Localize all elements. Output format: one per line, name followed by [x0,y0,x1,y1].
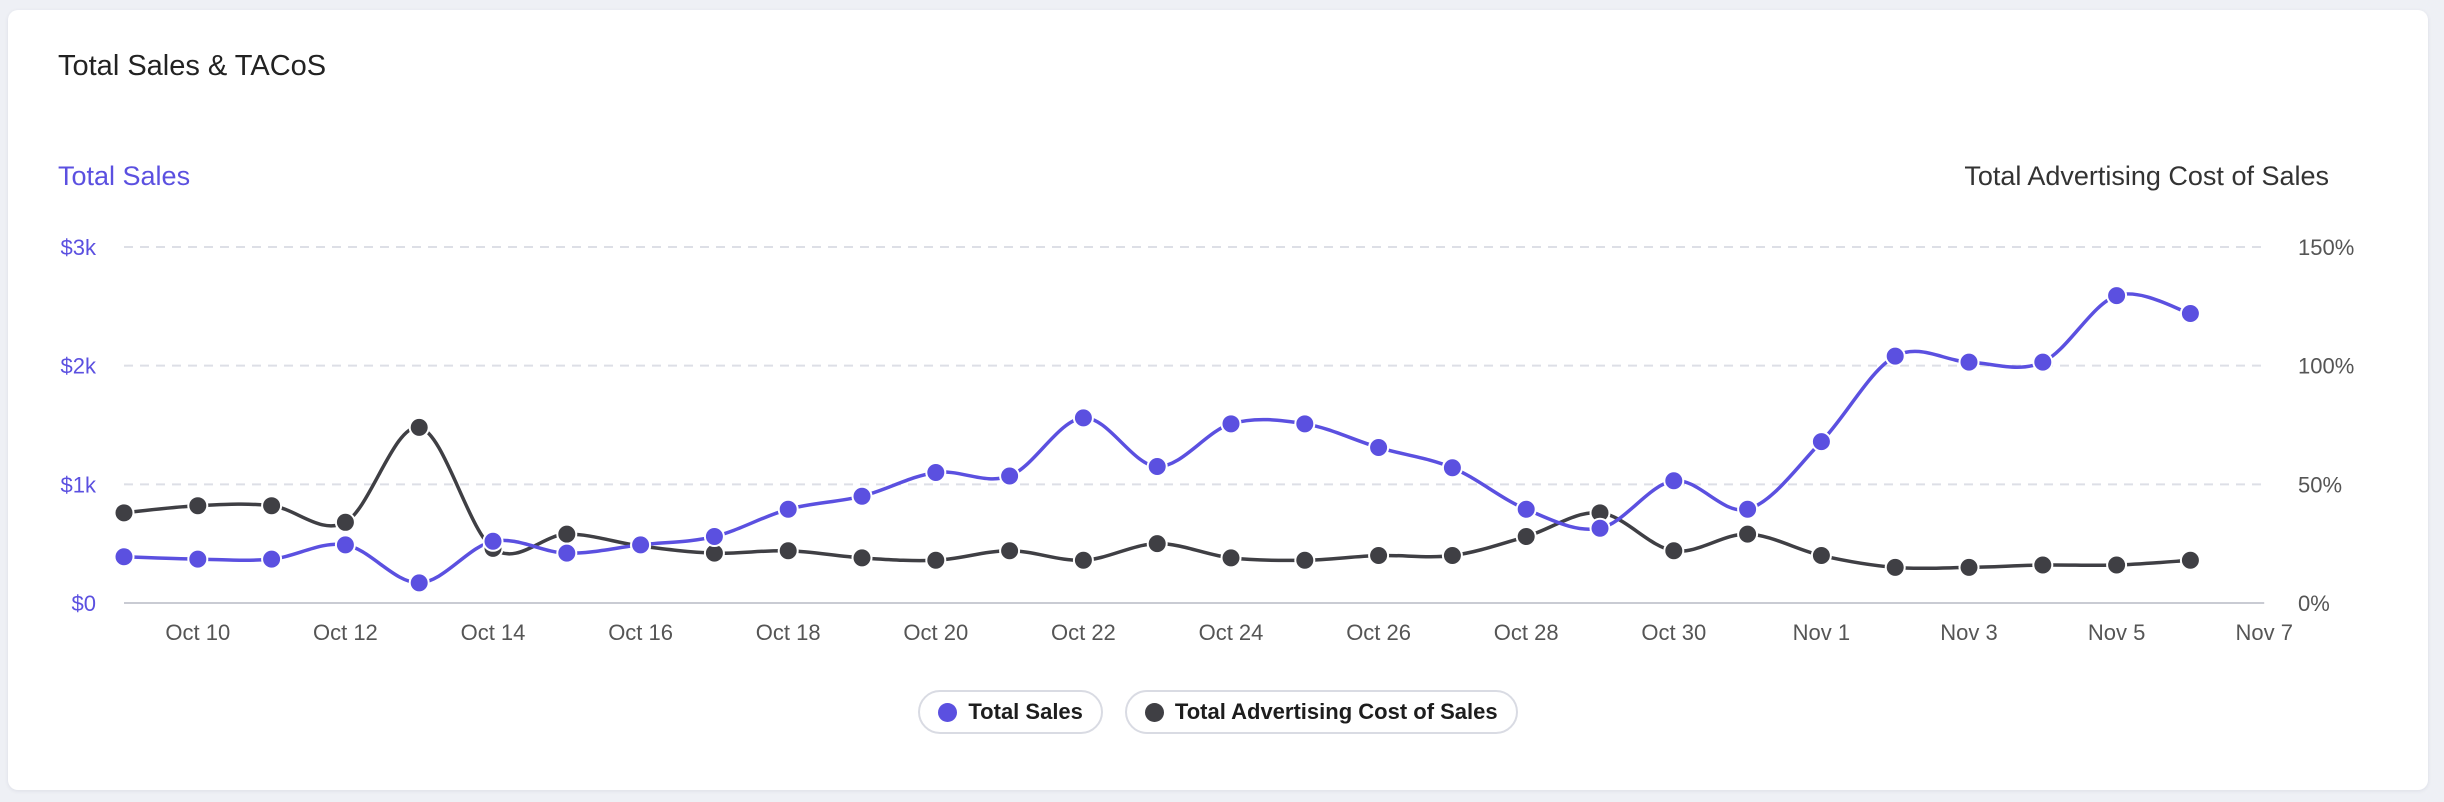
axes: $0 0% $1k 50% $2k 100% $3k 150% Oct 10 Oct 12 Oct … [61,235,2355,645]
legend-dot-icon [938,702,958,722]
x-tick-label: Nov 5 [2088,620,2145,645]
y-left-tick-label: $3k [61,235,97,260]
data-point-tacos[interactable] [1368,545,1390,567]
data-point-total-sales[interactable] [1810,431,1832,453]
data-point-tacos[interactable] [1294,549,1316,571]
data-point-total-sales[interactable] [2106,285,2128,307]
data-point-tacos[interactable] [187,495,209,517]
x-tick-label: Oct 18 [756,620,821,645]
data-point-total-sales[interactable] [851,485,873,507]
x-tick-label: Nov 3 [1940,620,1997,645]
x-tick-label: Oct 24 [1199,620,1264,645]
data-point-total-sales[interactable] [1515,498,1537,520]
data-point-total-sales[interactable] [1146,456,1168,478]
data-point-tacos[interactable] [1146,533,1168,555]
data-point-tacos[interactable] [1810,545,1832,567]
data-point-total-sales[interactable] [1663,470,1685,492]
data-point-total-sales[interactable] [1441,457,1463,479]
series-line-total-sales [123,292,2191,585]
data-point-total-sales[interactable] [777,498,799,520]
data-point-tacos[interactable] [2179,549,2201,571]
data-point-tacos[interactable] [334,511,356,533]
left-axis-title: Total Sales [58,161,190,191]
y-left-tick-label: $0 [72,591,96,616]
right-axis-title: Total Advertising Cost of Sales [1964,161,2329,191]
data-point-total-sales[interactable] [999,465,1021,487]
data-point-tacos[interactable] [113,502,135,524]
x-tick-label: Nov 1 [1793,620,1850,645]
legend-item-tacos[interactable]: Total Advertising Cost of Sales [1124,690,1518,734]
x-tick-label: Oct 12 [313,620,378,645]
x-tick-label: Oct 22 [1051,620,1116,645]
x-tick-label: Oct 30 [1641,620,1706,645]
data-point-tacos[interactable] [1515,526,1537,548]
y-right-tick-label: 150% [2298,235,2354,260]
data-point-total-sales[interactable] [187,548,209,570]
legend-item-total-sales[interactable]: Total Sales [918,690,1103,734]
data-point-total-sales[interactable] [1958,351,1980,373]
card-title: Total Sales & TACoS [58,50,327,82]
data-point-total-sales[interactable] [1368,437,1390,459]
line-chart: Total Sales Total Advertising Cost of Sa… [58,161,2355,645]
x-tick-label: Oct 10 [165,620,230,645]
data-point-total-sales[interactable] [1294,413,1316,435]
data-point-tacos[interactable] [2032,554,2054,576]
data-point-tacos[interactable] [999,540,1021,562]
data-point-total-sales[interactable] [1884,345,1906,367]
data-point-total-sales[interactable] [630,534,652,556]
data-point-tacos[interactable] [556,523,578,545]
data-point-tacos[interactable] [2106,554,2128,576]
y-right-tick-label: 50% [2298,472,2342,497]
y-right-tick-label: 0% [2298,591,2330,616]
data-point-total-sales[interactable] [1589,517,1611,539]
data-point-tacos[interactable] [1884,556,1906,578]
legend: Total Sales Total Advertising Cost of Sa… [8,690,2428,734]
data-point-total-sales[interactable] [1220,413,1242,435]
data-point-tacos[interactable] [408,416,430,438]
data-point-total-sales[interactable] [703,526,725,548]
data-point-tacos[interactable] [777,540,799,562]
data-point-tacos[interactable] [1737,523,1759,545]
data-point-tacos[interactable] [261,495,283,517]
legend-label: Total Sales [968,699,1083,724]
x-tick-label: Oct 26 [1346,620,1411,645]
data-point-total-sales[interactable] [261,548,283,570]
data-point-total-sales[interactable] [1737,498,1759,520]
x-tick-label: Oct 14 [461,620,526,645]
data-point-total-sales[interactable] [2179,302,2201,324]
data-point-total-sales[interactable] [2032,351,2054,373]
data-point-tacos[interactable] [1663,540,1685,562]
x-tick-label: Oct 20 [903,620,968,645]
grid-lines [124,246,2265,486]
data-point-tacos[interactable] [1072,549,1094,571]
chart-card: Total Sales & TACoS Total Sales Total Ad… [8,10,2428,790]
data-point-tacos[interactable] [851,547,873,569]
legend-dot-icon [1144,702,1164,722]
legend-label: Total Advertising Cost of Sales [1174,699,1498,724]
data-point-tacos[interactable] [1220,547,1242,569]
data-point-total-sales[interactable] [482,530,504,552]
data-point-total-sales[interactable] [925,461,947,483]
data-point-tacos[interactable] [925,549,947,571]
data-point-total-sales[interactable] [408,572,430,594]
x-tick-label: Oct 16 [608,620,673,645]
y-left-tick-label: $1k [61,472,97,497]
data-point-total-sales[interactable] [334,534,356,556]
data-point-total-sales[interactable] [556,542,578,564]
data-point-tacos[interactable] [1441,545,1463,567]
data-point-total-sales[interactable] [113,546,135,568]
x-tick-label: Oct 28 [1494,620,1559,645]
data-point-tacos[interactable] [1958,556,1980,578]
data-points [113,285,2201,594]
x-tick-label: Nov 7 [2235,620,2292,645]
data-point-total-sales[interactable] [1072,407,1094,429]
y-right-tick-label: 100% [2298,354,2354,379]
y-left-tick-label: $2k [61,354,97,379]
